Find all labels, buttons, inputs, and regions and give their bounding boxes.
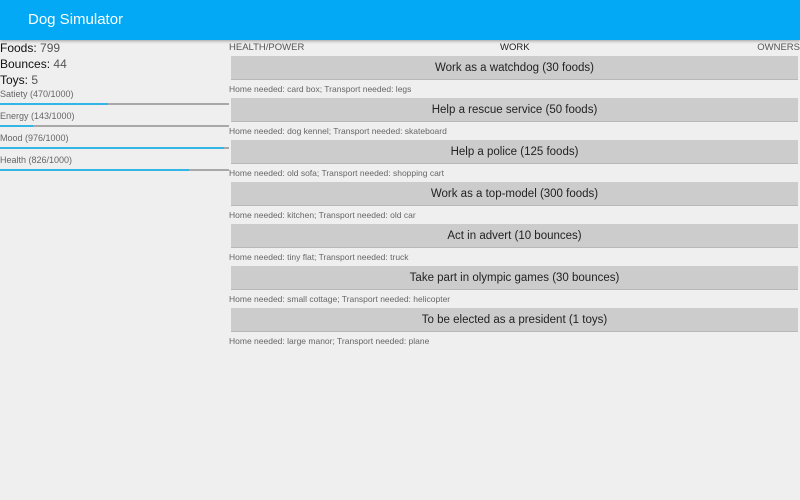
progress-bar	[0, 103, 229, 105]
progress-bar	[0, 125, 229, 127]
job-requirements: Home needed: kitchen; Transport needed: …	[229, 210, 416, 220]
stat-mood: Mood (976/1000)	[0, 132, 229, 154]
stat-energy: Energy (143/1000)	[0, 110, 229, 132]
progress-fill	[0, 147, 224, 149]
tab-bar: HEALTH/POWER WORK OWNERS	[229, 42, 800, 54]
job-requirements: Home needed: large manor; Transport need…	[229, 336, 430, 346]
toys-label: Toys:	[0, 73, 29, 87]
job-button[interactable]: Help a rescue service (50 foods)	[231, 98, 798, 122]
job-list: Work as a watchdog (30 foods) Home needed…	[229, 56, 800, 350]
status-panel: Foods: 799 Bounces: 44 Toys: 5 Satiety (…	[0, 40, 229, 176]
toys-count: Toys: 5	[0, 73, 229, 88]
job-requirements: Home needed: old sofa; Transport needed:…	[229, 168, 445, 178]
stat-health: Health (826/1000)	[0, 154, 229, 176]
job-item: To be elected as a president (1 toys) Hom…	[229, 308, 800, 350]
job-requirements: Home needed: small cottage; Transport ne…	[229, 294, 451, 304]
stat-label: Energy (143/1000)	[0, 111, 75, 121]
job-button[interactable]: Work as a watchdog (30 foods)	[231, 56, 798, 80]
toys-value: 5	[31, 73, 39, 87]
tab-health-power[interactable]: HEALTH/POWER	[229, 42, 305, 53]
progress-fill	[0, 169, 190, 171]
job-button[interactable]: Help a police (125 foods)	[231, 140, 798, 164]
app-title: Dog Simulator	[28, 11, 124, 28]
tab-owners[interactable]: OWNERS	[757, 42, 800, 53]
progress-bar	[0, 147, 229, 149]
job-requirements: Home needed: card box; Transport needed:…	[229, 84, 412, 94]
job-item: Work as a watchdog (30 foods) Home needed…	[229, 56, 800, 98]
tab-work[interactable]: WORK	[500, 42, 530, 53]
bounces-count: Bounces: 44	[0, 57, 229, 72]
progress-fill	[0, 125, 33, 127]
job-button[interactable]: Take part in olympic games (30 bounces)	[231, 266, 798, 290]
bounces-label: Bounces:	[0, 57, 51, 71]
job-button[interactable]: Work as a top-model (300 foods)	[231, 182, 798, 206]
job-item: Help a police (125 foods) Home needed: ol…	[229, 140, 800, 182]
stat-label: Mood (976/1000)	[0, 133, 69, 143]
stat-label: Satiety (470/1000)	[0, 89, 74, 99]
foods-label: Foods:	[0, 41, 37, 55]
progress-fill	[0, 103, 108, 105]
job-requirements: Home needed: dog kennel; Transport neede…	[229, 126, 447, 136]
job-item: Work as a top-model (300 foods) Home need…	[229, 182, 800, 224]
job-item: Take part in olympic games (30 bounces) H…	[229, 266, 800, 308]
job-requirements: Home needed: tiny flat; Transport needed…	[229, 252, 409, 262]
stat-label: Health (826/1000)	[0, 155, 73, 165]
foods-count: Foods: 799	[0, 41, 229, 56]
foods-value: 799	[40, 41, 61, 55]
app-bar: Dog Simulator	[0, 0, 800, 40]
job-button[interactable]: To be elected as a president (1 toys)	[231, 308, 798, 332]
job-button[interactable]: Act in advert (10 bounces)	[231, 224, 798, 248]
job-item: Help a rescue service (50 foods) Home nee…	[229, 98, 800, 140]
progress-bar	[0, 169, 229, 171]
bounces-value: 44	[53, 57, 67, 71]
job-item: Act in advert (10 bounces) Home needed: t…	[229, 224, 800, 266]
stat-satiety: Satiety (470/1000)	[0, 88, 229, 110]
